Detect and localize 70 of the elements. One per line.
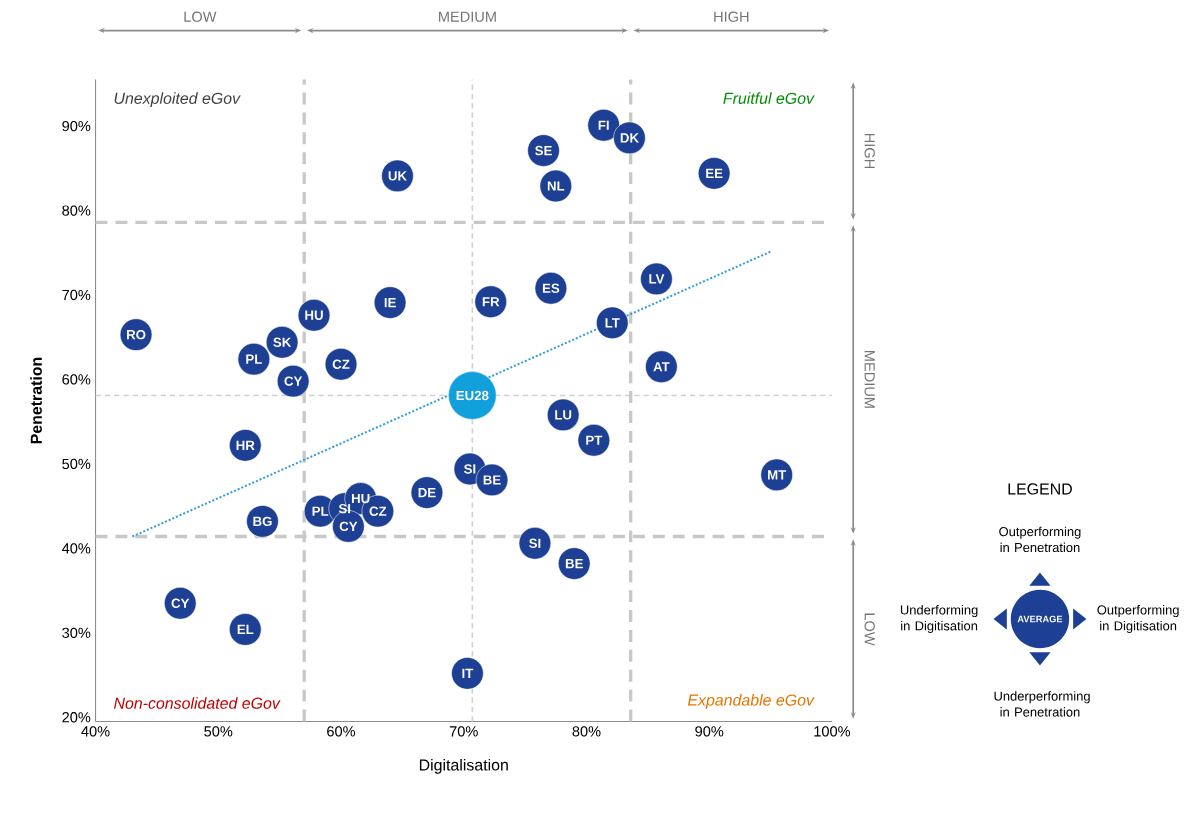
data-label: LV [649,274,665,284]
data-label: AT [653,362,670,372]
x-tick-label: 80% [572,726,601,737]
annotation: Unexploited eGov [114,92,241,108]
x-tick-label: 70% [449,726,478,737]
y-tick-label: 40% [61,543,91,554]
x-tick-label: 100% [814,726,851,737]
data-label: PT [586,435,603,445]
data-label: SI [463,464,476,474]
text: LOW [864,613,875,646]
x-axis-title: Digitalisation [419,758,508,774]
y-tick-label: 90% [62,120,91,132]
data-label: FR [482,297,500,307]
text: Underforming in Digitisation [900,604,978,633]
data-label: EU28 [456,390,489,401]
text: MEDIUM [864,351,875,408]
text: Outperforming in Penetration [999,526,1081,553]
data-label: CZ [369,506,387,516]
data-label: MT [768,470,787,480]
data-label: SI [338,503,351,514]
text: LEGEND [1008,483,1072,495]
data-label: FI [598,120,609,130]
data-label: SE [535,145,552,156]
data-label: PL [312,506,329,516]
data-label: SK [273,337,292,347]
data-label: BE [565,558,583,569]
data-label: IE [384,298,396,308]
text: HIGH [714,11,749,22]
data-label: RO [126,329,146,340]
text: MEDIUM [439,11,496,22]
y-tick-label: 20% [62,712,91,723]
annotation: Expandable eGov [687,694,815,709]
data-label: CZ [332,359,350,369]
data-label: CY [339,521,358,532]
data-label: BE [483,475,501,485]
text: AVERAGE [1017,615,1063,623]
annotation: Non-consolidated eGov [114,697,281,709]
data-label: CY [284,376,303,386]
data-label: NL [547,181,565,191]
data-label: LT [605,318,620,328]
x-tick-label: 60% [327,726,356,737]
y-tick-label: 50% [62,458,91,470]
x-tick-label: 40% [81,726,110,737]
y-tick-label: 30% [62,627,91,638]
text: HIGH [864,133,875,169]
data-label: EE [706,168,723,178]
data-label: ES [542,283,560,293]
data-label: IT [462,668,474,678]
data-label: EL [237,624,254,634]
x-tick-label: 50% [204,726,233,737]
data-label: DE [418,488,436,498]
data-label: HR [236,440,255,450]
data-label: BG [253,516,272,527]
data-label: SI [529,538,541,548]
data-label: HU [305,310,323,320]
data-label: LU [555,410,572,420]
data-label: HU [351,493,370,504]
y-axis-title: Penetration [30,357,42,444]
x-tick-label: 90% [695,726,724,737]
annotation: Fruitful eGov [723,92,815,104]
text: Outperforming in Digitisation [1097,604,1179,633]
data-label: DK [620,133,639,143]
data-label: CY [171,598,190,608]
text: Underperforming in Penetration [994,691,1090,717]
y-tick-label: 80% [62,205,91,216]
data-label: UK [388,171,407,181]
text: LOW [184,11,217,22]
y-tick-label: 60% [62,374,91,385]
data-label: PL [246,354,262,364]
y-tick-label: 70% [62,289,91,301]
